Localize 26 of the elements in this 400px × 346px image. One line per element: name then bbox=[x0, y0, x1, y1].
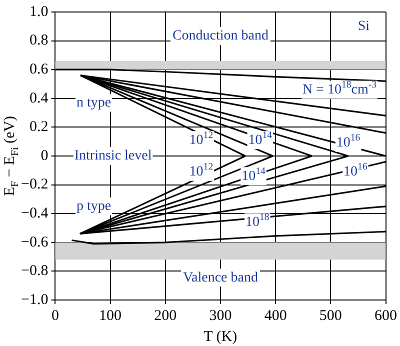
y-tick-label: 0.4 bbox=[29, 90, 49, 106]
y-tick-label: 0.2 bbox=[29, 119, 48, 136]
y-tick-label: −0.8 bbox=[20, 263, 48, 280]
y-tick-label: −1.0 bbox=[20, 292, 48, 308]
y-tick-label: −0.6 bbox=[20, 234, 49, 250]
y-tick-label: −0.2 bbox=[20, 176, 48, 193]
x-tick-label: 300 bbox=[209, 308, 232, 324]
y-tick-label: 0 bbox=[40, 148, 48, 164]
band-label: Valence band bbox=[182, 270, 258, 286]
x-tick-label: 400 bbox=[264, 308, 287, 324]
x-tick-label: 500 bbox=[319, 308, 342, 324]
x-tick-label: 600 bbox=[374, 308, 397, 324]
y-tick-label: 0.8 bbox=[29, 32, 48, 49]
band-label: Conduction band bbox=[172, 28, 269, 44]
annotation: Intrinsic level bbox=[74, 148, 152, 164]
annotation: Si bbox=[358, 19, 370, 34]
x-tick-label: 0 bbox=[51, 308, 59, 324]
x-tick-label: 200 bbox=[154, 308, 177, 324]
y-tick-label: 0.6 bbox=[29, 62, 49, 78]
y-tick-label: 1.0 bbox=[29, 4, 48, 20]
y-axis-title: EF − EFi (eV) bbox=[2, 116, 21, 196]
annotation: n type bbox=[76, 95, 112, 110]
y-tick-label: −0.4 bbox=[20, 206, 49, 222]
annotation: p type bbox=[76, 199, 112, 214]
x-axis-title: T (K) bbox=[204, 328, 238, 345]
x-tick-label: 100 bbox=[99, 308, 122, 324]
